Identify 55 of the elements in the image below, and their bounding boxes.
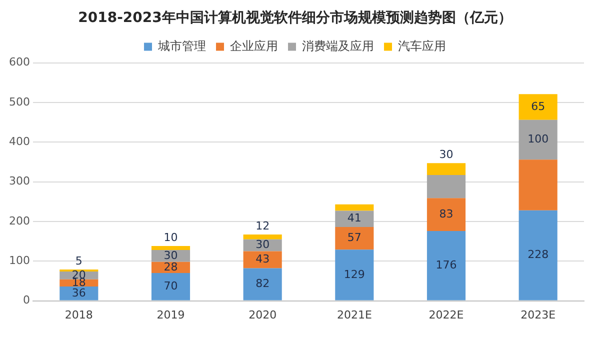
x-tick-label: 2019	[156, 308, 185, 322]
bar	[518, 94, 558, 120]
data-label: 82	[256, 277, 270, 290]
data-label: 36	[72, 286, 86, 300]
bar	[426, 175, 466, 198]
data-label: 12	[256, 219, 270, 232]
x-tick-label: 2018	[64, 308, 93, 322]
bar	[335, 204, 374, 211]
bar	[243, 234, 282, 240]
y-tick-label: 400	[8, 134, 30, 148]
x-tick-label: 2021E	[336, 308, 372, 322]
y-tick-label: 600	[8, 56, 30, 69]
bar	[518, 120, 558, 160]
data-label: 83	[439, 207, 454, 220]
x-tick-label: 2023E	[520, 308, 556, 322]
bar	[243, 268, 282, 300]
y-tick-label: 300	[8, 174, 30, 188]
bar	[426, 163, 466, 176]
bar	[426, 230, 466, 300]
data-label: 176	[436, 258, 457, 272]
bar	[518, 160, 558, 210]
legend-label: 企业应用	[230, 38, 278, 53]
bar	[151, 273, 190, 300]
y-tick-label: 100	[8, 254, 30, 267]
data-label: 57	[347, 231, 362, 244]
data-label: 5	[75, 254, 82, 268]
data-label: 30	[164, 248, 178, 262]
bar	[243, 251, 282, 268]
data-label: 30	[439, 148, 454, 162]
data-label: 228	[528, 248, 549, 262]
data-label: 28	[164, 260, 178, 274]
legend-label: 消费端及应用	[302, 38, 374, 53]
legend-label: 城市管理	[157, 38, 206, 53]
bar	[151, 246, 190, 250]
data-label: 41	[347, 212, 362, 225]
bar	[60, 286, 98, 300]
data-label: 129	[344, 268, 365, 281]
bar	[335, 210, 374, 228]
data-label: 43	[256, 252, 270, 266]
data-label: 30	[256, 238, 270, 252]
data-label: 100	[528, 132, 549, 146]
bar	[518, 210, 558, 300]
chart-title: 2018-2023年中国计算机视觉软件细分市场规模预测趋势图（亿元）	[78, 9, 512, 26]
x-tick-label: 2022E	[428, 308, 464, 322]
data-label: 65	[531, 100, 546, 113]
bar	[335, 227, 374, 250]
bar	[426, 198, 466, 231]
bar	[335, 250, 374, 300]
legend-label: 汽车应用	[398, 38, 446, 53]
y-tick-label: 0	[22, 294, 30, 307]
x-tick-label: 2020	[248, 308, 277, 322]
data-label: 10	[164, 230, 178, 244]
y-tick-label: 200	[8, 214, 30, 228]
y-tick-label: 500	[8, 95, 30, 108]
data-label: 70	[164, 280, 178, 293]
